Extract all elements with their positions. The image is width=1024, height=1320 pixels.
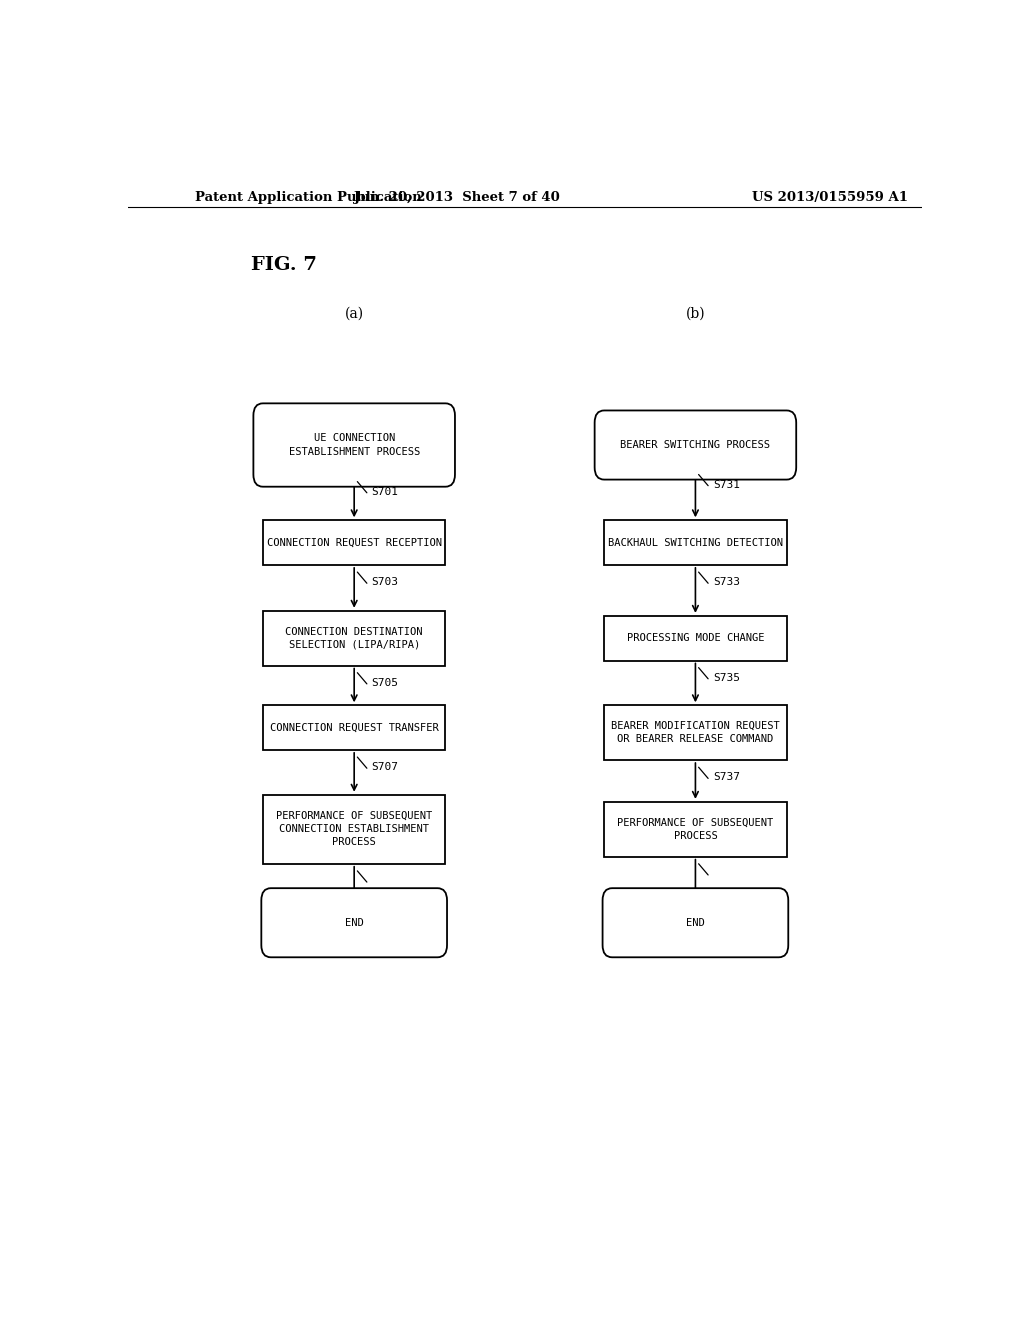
Text: S707: S707 bbox=[372, 762, 398, 772]
Text: FIG. 7: FIG. 7 bbox=[251, 256, 316, 275]
Text: S735: S735 bbox=[713, 673, 740, 682]
Bar bbox=[604, 520, 786, 565]
Text: BEARER SWITCHING PROCESS: BEARER SWITCHING PROCESS bbox=[621, 440, 770, 450]
Text: BACKHAUL SWITCHING DETECTION: BACKHAUL SWITCHING DETECTION bbox=[608, 537, 783, 548]
FancyBboxPatch shape bbox=[602, 888, 788, 957]
Text: CONNECTION REQUEST TRANSFER: CONNECTION REQUEST TRANSFER bbox=[269, 722, 438, 733]
Text: BEARER MODIFICATION REQUEST
OR BEARER RELEASE COMMAND: BEARER MODIFICATION REQUEST OR BEARER RE… bbox=[611, 721, 780, 744]
Text: (a): (a) bbox=[345, 308, 364, 321]
Text: Patent Application Publication: Patent Application Publication bbox=[196, 190, 422, 203]
Bar bbox=[263, 705, 445, 750]
Bar bbox=[263, 795, 445, 863]
Text: PERFORMANCE OF SUBSEQUENT
PROCESS: PERFORMANCE OF SUBSEQUENT PROCESS bbox=[617, 817, 773, 841]
Text: S731: S731 bbox=[713, 479, 740, 490]
Bar bbox=[604, 801, 786, 857]
Text: PROCESSING MODE CHANGE: PROCESSING MODE CHANGE bbox=[627, 634, 764, 643]
Text: S733: S733 bbox=[713, 577, 740, 587]
Text: END: END bbox=[686, 917, 705, 928]
Text: S705: S705 bbox=[372, 677, 398, 688]
FancyBboxPatch shape bbox=[261, 888, 447, 957]
Text: UE CONNECTION
ESTABLISHMENT PROCESS: UE CONNECTION ESTABLISHMENT PROCESS bbox=[289, 433, 420, 457]
FancyBboxPatch shape bbox=[253, 404, 455, 487]
Bar bbox=[604, 615, 786, 660]
Text: S737: S737 bbox=[713, 772, 740, 783]
Text: US 2013/0155959 A1: US 2013/0155959 A1 bbox=[753, 190, 908, 203]
FancyBboxPatch shape bbox=[595, 411, 797, 479]
Text: (b): (b) bbox=[686, 308, 706, 321]
Text: CONNECTION DESTINATION
SELECTION (LIPA/RIPA): CONNECTION DESTINATION SELECTION (LIPA/R… bbox=[286, 627, 423, 649]
Text: Jun. 20, 2013  Sheet 7 of 40: Jun. 20, 2013 Sheet 7 of 40 bbox=[354, 190, 560, 203]
Text: END: END bbox=[345, 917, 364, 928]
Bar bbox=[263, 520, 445, 565]
Bar bbox=[604, 705, 786, 760]
Text: S701: S701 bbox=[372, 487, 398, 496]
Text: CONNECTION REQUEST RECEPTION: CONNECTION REQUEST RECEPTION bbox=[266, 537, 441, 548]
Text: PERFORMANCE OF SUBSEQUENT
CONNECTION ESTABLISHMENT
PROCESS: PERFORMANCE OF SUBSEQUENT CONNECTION EST… bbox=[276, 810, 432, 847]
Text: S703: S703 bbox=[372, 577, 398, 587]
Bar bbox=[263, 611, 445, 665]
